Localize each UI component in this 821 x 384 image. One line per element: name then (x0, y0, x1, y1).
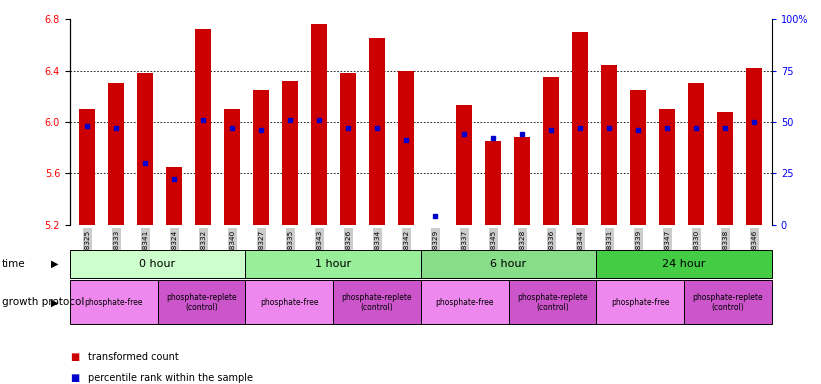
Bar (688, 83, 704, 225)
Bar (398, 71, 415, 225)
Bar (195, 30, 211, 225)
Bar (544, 77, 559, 225)
Text: 0 hour: 0 hour (140, 259, 176, 269)
Bar (369, 38, 385, 225)
Bar (70, 280, 158, 324)
Bar (631, 90, 646, 225)
Bar (514, 137, 530, 225)
Text: percentile rank within the sample: percentile rank within the sample (88, 373, 253, 383)
Bar (684, 280, 772, 324)
Bar (333, 280, 421, 324)
Text: ■: ■ (70, 352, 79, 362)
Bar (137, 73, 154, 225)
Text: phosphate-replete
(control): phosphate-replete (control) (342, 293, 412, 312)
Bar (245, 280, 333, 324)
Text: ▶: ▶ (51, 259, 58, 269)
Text: phosphate-replete
(control): phosphate-replete (control) (166, 293, 236, 312)
Text: phosphate-free: phosphate-free (85, 298, 143, 307)
Bar (166, 167, 182, 225)
Bar (659, 109, 676, 225)
Text: 1 hour: 1 hour (315, 259, 351, 269)
Bar (596, 250, 772, 278)
Text: phosphate-free: phosphate-free (260, 298, 319, 307)
Bar (718, 112, 733, 225)
Text: 6 hour: 6 hour (490, 259, 526, 269)
Text: phosphate-free: phosphate-free (435, 298, 494, 307)
Bar (601, 65, 617, 225)
Bar (456, 105, 472, 225)
Text: ▶: ▶ (51, 297, 58, 308)
Text: growth protocol: growth protocol (2, 297, 84, 308)
Text: 24 hour: 24 hour (663, 259, 706, 269)
Text: phosphate-replete
(control): phosphate-replete (control) (693, 293, 764, 312)
Bar (421, 250, 596, 278)
Bar (158, 280, 245, 324)
Bar (311, 24, 328, 225)
Bar (508, 280, 596, 324)
Bar (340, 73, 356, 225)
Text: phosphate-replete
(control): phosphate-replete (control) (517, 293, 588, 312)
Bar (245, 250, 421, 278)
Bar (70, 250, 245, 278)
Bar (108, 83, 124, 225)
Text: phosphate-free: phosphate-free (611, 298, 669, 307)
Bar (421, 280, 508, 324)
Bar (596, 280, 684, 324)
Text: ■: ■ (70, 373, 79, 383)
Bar (79, 109, 95, 225)
Text: transformed count: transformed count (88, 352, 179, 362)
Bar (224, 109, 241, 225)
Bar (746, 68, 763, 225)
Text: time: time (2, 259, 25, 269)
Bar (572, 32, 589, 225)
Bar (253, 90, 269, 225)
Bar (282, 81, 298, 225)
Bar (485, 141, 502, 225)
